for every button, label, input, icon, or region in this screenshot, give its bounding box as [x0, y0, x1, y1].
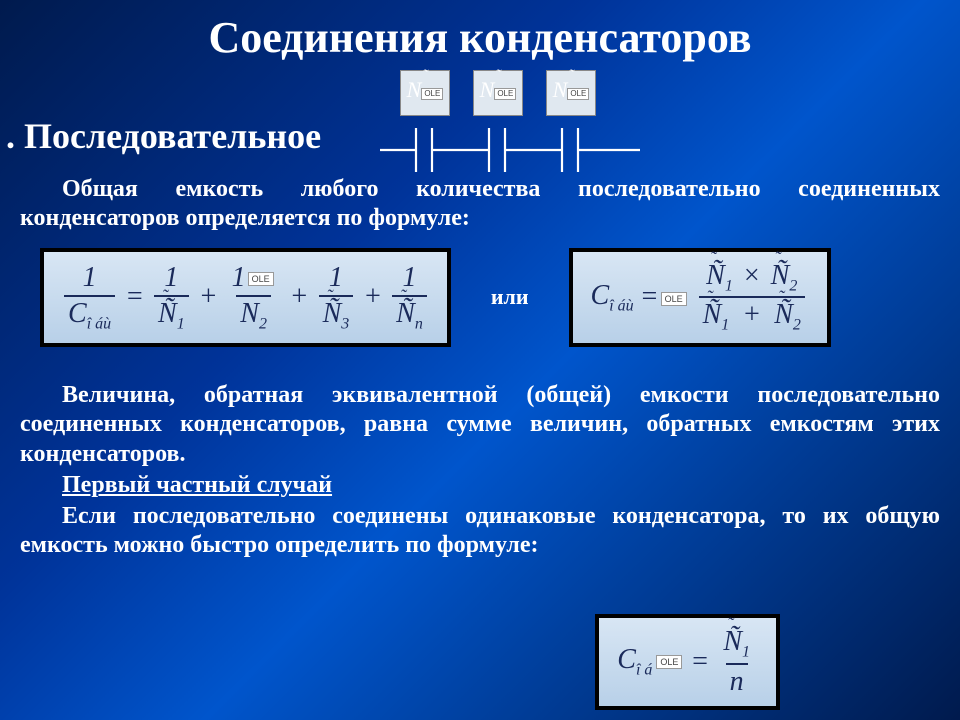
series-circuit-diagram: ˜NOLE ˜NOLE ˜NOLE [380, 70, 680, 170]
formula-2-box: Cî áù =OLE Ñ1 × Ñ2 Ñ1 + Ñ2 [569, 248, 831, 347]
equals-icon: =OLE [640, 281, 689, 313]
plus-icon: + [290, 281, 309, 313]
formula-3-box: Cî á OLE = Ñ1 n [595, 614, 780, 710]
formula-3-wrapper: Cî á OLE = Ñ1 n [595, 614, 780, 710]
plus-icon: + [363, 281, 382, 313]
para-3: Если последовательно соединены одинаковы… [0, 502, 960, 561]
f1-lhs-den: Cî áù [64, 295, 115, 334]
f1-t1: 1 Ñ1 [154, 262, 189, 334]
f1-t2: 1OLE N2 [228, 262, 280, 334]
f3-lhs: Cî á [617, 644, 652, 680]
formula-1-box: 1 Cî áù = 1 Ñ1 + 1OLE N2 + 1 Ñ3 + 1 Ñn [40, 248, 451, 348]
formula-row: 1 Cî áù = 1 Ñ1 + 1OLE N2 + 1 Ñ3 + 1 Ñn и… [0, 248, 960, 348]
equals-icon: = [690, 646, 709, 678]
para-1: Общая емкость любого количества последов… [0, 175, 960, 234]
para-1-text: Общая емкость любого количества последов… [20, 176, 940, 231]
or-label: или [491, 284, 529, 310]
f1-lhs-num: 1 [79, 262, 101, 295]
page-title: Соединения конденсаторов [0, 0, 960, 63]
f3-frac: Ñ1 n [719, 626, 754, 698]
f2-frac: Ñ1 × Ñ2 Ñ1 + Ñ2 [699, 260, 805, 335]
equals-icon: = [125, 281, 144, 313]
ole-icon: OLE [656, 655, 682, 669]
ole-icon: OLE [661, 292, 687, 306]
f2-lhs: Cî áù [591, 280, 634, 316]
f1-t3: 1 Ñ3 [319, 262, 354, 334]
para-2: Величина, обратная эквивалентной (общей)… [0, 381, 960, 469]
plus-icon: + [199, 281, 218, 313]
case-heading-text: Первый частный случай [62, 472, 332, 498]
case-heading: Первый частный случай [0, 471, 960, 500]
para-3-text: Если последовательно соединены одинаковы… [20, 503, 940, 558]
circuit-svg [380, 70, 680, 180]
f1-lhs: 1 Cî áù [64, 262, 115, 334]
f1-t4: 1 Ñn [392, 262, 427, 334]
para-2-text: Величина, обратная эквивалентной (общей)… [20, 382, 940, 467]
ole-icon: OLE [248, 272, 274, 286]
